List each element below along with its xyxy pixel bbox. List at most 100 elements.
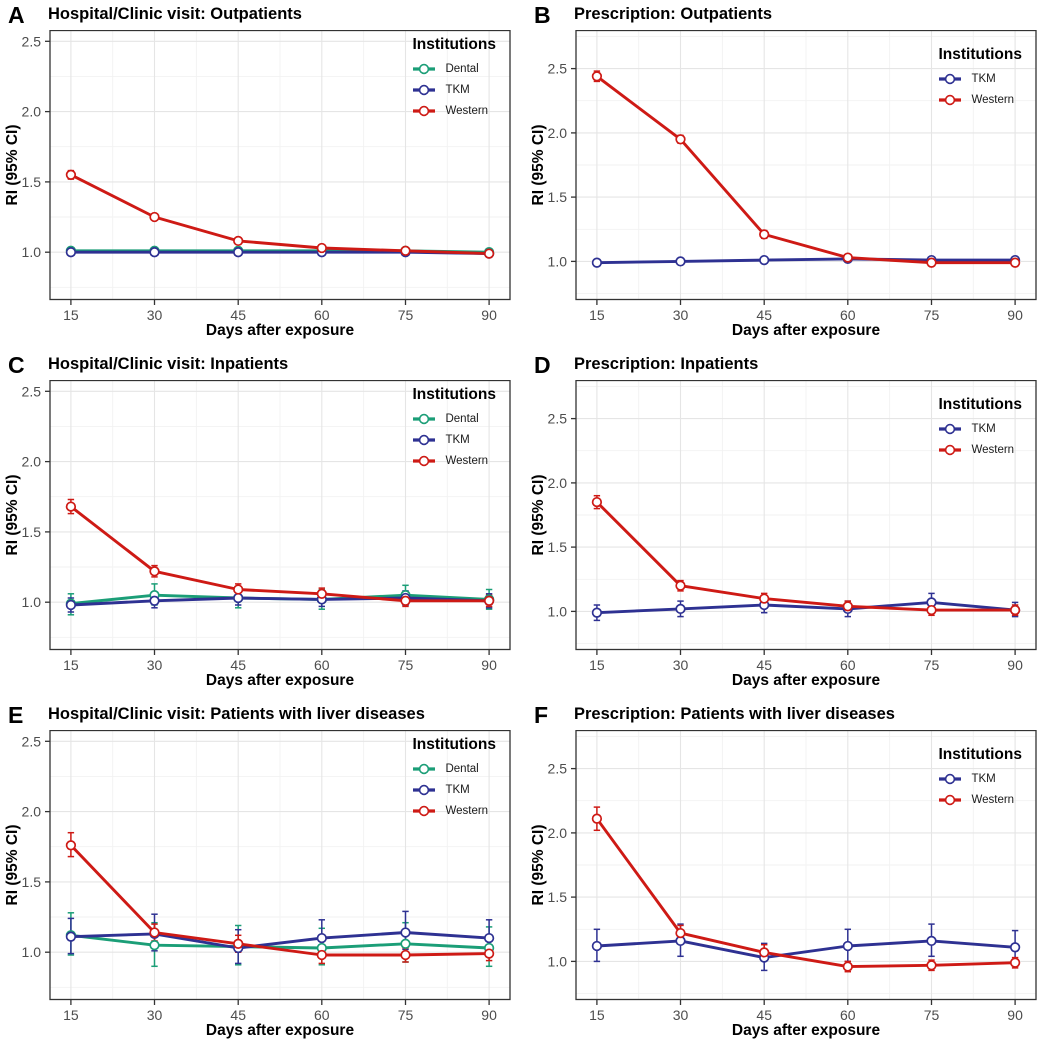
legend-label: Western [971, 94, 1015, 106]
svg-text:45: 45 [230, 307, 246, 323]
chart-legend: Institutions TKM Western [938, 46, 1022, 106]
legend-title: Institutions [938, 396, 1022, 413]
legend-items: Dental TKM Western [412, 413, 496, 467]
legend-key-icon [939, 73, 962, 85]
series-western-line [595, 500, 1017, 612]
series-western-line [69, 173, 491, 256]
legend-item-western: Western [938, 94, 1022, 106]
svg-text:90: 90 [481, 307, 497, 323]
legend-key-icon [413, 84, 436, 96]
series-western-points [591, 813, 1021, 972]
legend-key-icon [413, 455, 436, 467]
series-western-points [65, 840, 495, 961]
svg-text:1.5: 1.5 [22, 874, 42, 890]
legend-label: TKM [971, 73, 996, 85]
legend-item-tkm: TKM [938, 773, 1022, 785]
series-tkm-line [595, 257, 1017, 265]
legend-key-icon [413, 763, 436, 775]
svg-text:15: 15 [63, 657, 79, 673]
svg-text:1.5: 1.5 [548, 539, 568, 555]
panel-title: Prescription: Outpatients [574, 5, 773, 23]
chart-plot: 15 30 45 60 75 90 1.0 1.5 2.0 2.5 [548, 30, 1037, 323]
legend-label: Western [445, 105, 489, 117]
svg-text:90: 90 [481, 657, 497, 673]
svg-text:75: 75 [398, 1007, 414, 1023]
svg-text:1.0: 1.0 [22, 594, 42, 610]
svg-text:45: 45 [230, 1007, 246, 1023]
svg-text:2.5: 2.5 [22, 33, 42, 49]
legend-items: TKM Western [938, 73, 1022, 106]
legend-item-tkm: TKM [938, 423, 1022, 435]
panel-letter: D [534, 352, 551, 378]
legend-key-icon [413, 805, 436, 817]
panel-title: Prescription: Patients with liver diseas… [574, 705, 895, 723]
svg-text:1.0: 1.0 [548, 603, 568, 619]
legend-title: Institutions [938, 746, 1022, 763]
panel-a: A Hospital/Clinic visit: Outpatients RI … [0, 0, 526, 350]
series-western-points [591, 71, 1021, 268]
svg-text:75: 75 [398, 657, 414, 673]
svg-text:60: 60 [840, 307, 856, 323]
svg-text:15: 15 [63, 307, 79, 323]
panel-f: F Prescription: Patients with liver dise… [526, 700, 1052, 1052]
svg-text:2.0: 2.0 [548, 125, 568, 141]
svg-text:45: 45 [230, 657, 246, 673]
legend-key-icon [939, 423, 962, 435]
svg-text:2.5: 2.5 [22, 383, 42, 399]
svg-text:2.0: 2.0 [548, 475, 568, 491]
legend-label: TKM [971, 773, 996, 785]
legend-label: Western [445, 805, 489, 817]
series-tkm-line [595, 939, 1017, 960]
legend-key-icon [413, 784, 436, 796]
chart-legend: Institutions TKM Western [938, 746, 1022, 806]
svg-text:15: 15 [63, 1007, 79, 1023]
svg-text:90: 90 [1007, 1007, 1023, 1023]
legend-key-icon [413, 413, 436, 425]
svg-text:2.5: 2.5 [548, 761, 568, 777]
legend-label: Dental [445, 63, 479, 75]
svg-text:1.0: 1.0 [22, 944, 42, 960]
x-axis-title: Days after exposure [205, 672, 355, 689]
series-western-points [591, 496, 1021, 616]
chart-legend: Institutions Dental TKM Western [412, 736, 496, 817]
x-axis-title: Days after exposure [205, 322, 355, 339]
series-western-line [595, 74, 1017, 265]
svg-text:30: 30 [673, 657, 689, 673]
legend-item-tkm: TKM [938, 73, 1022, 85]
svg-text:75: 75 [924, 307, 940, 323]
svg-text:75: 75 [924, 1007, 940, 1023]
x-axis-title: Days after exposure [731, 672, 881, 689]
legend-key-icon [413, 434, 436, 446]
legend-key-icon [939, 794, 962, 806]
legend-items: Dental TKM Western [412, 763, 496, 817]
svg-text:1.5: 1.5 [22, 524, 42, 540]
svg-text:45: 45 [756, 657, 772, 673]
svg-text:15: 15 [589, 307, 605, 323]
legend-label: Dental [445, 413, 479, 425]
legend-item-dental: Dental [412, 763, 496, 775]
svg-text:2.5: 2.5 [548, 411, 568, 427]
x-axis-title: Days after exposure [205, 1022, 355, 1039]
legend-key-icon [939, 444, 962, 456]
svg-text:2.0: 2.0 [548, 825, 568, 841]
legend-items: TKM Western [938, 423, 1022, 456]
x-axis-title: Days after exposure [731, 322, 881, 339]
chart-legend: Institutions Dental TKM Western [412, 36, 496, 117]
svg-text:30: 30 [147, 1007, 163, 1023]
svg-text:75: 75 [924, 657, 940, 673]
svg-text:15: 15 [589, 1007, 605, 1023]
legend-title: Institutions [412, 386, 496, 403]
svg-text:90: 90 [1007, 307, 1023, 323]
series-tkm-line [595, 600, 1017, 615]
legend-item-western: Western [412, 105, 496, 117]
legend-key-icon [939, 94, 962, 106]
legend-label: Western [971, 794, 1015, 806]
series-tkm-line [69, 596, 491, 607]
svg-text:45: 45 [756, 307, 772, 323]
panel-letter: C [8, 352, 25, 378]
series-dental-line [69, 933, 491, 950]
svg-text:1.5: 1.5 [548, 889, 568, 905]
svg-text:2.5: 2.5 [22, 733, 42, 749]
svg-text:90: 90 [481, 1007, 497, 1023]
